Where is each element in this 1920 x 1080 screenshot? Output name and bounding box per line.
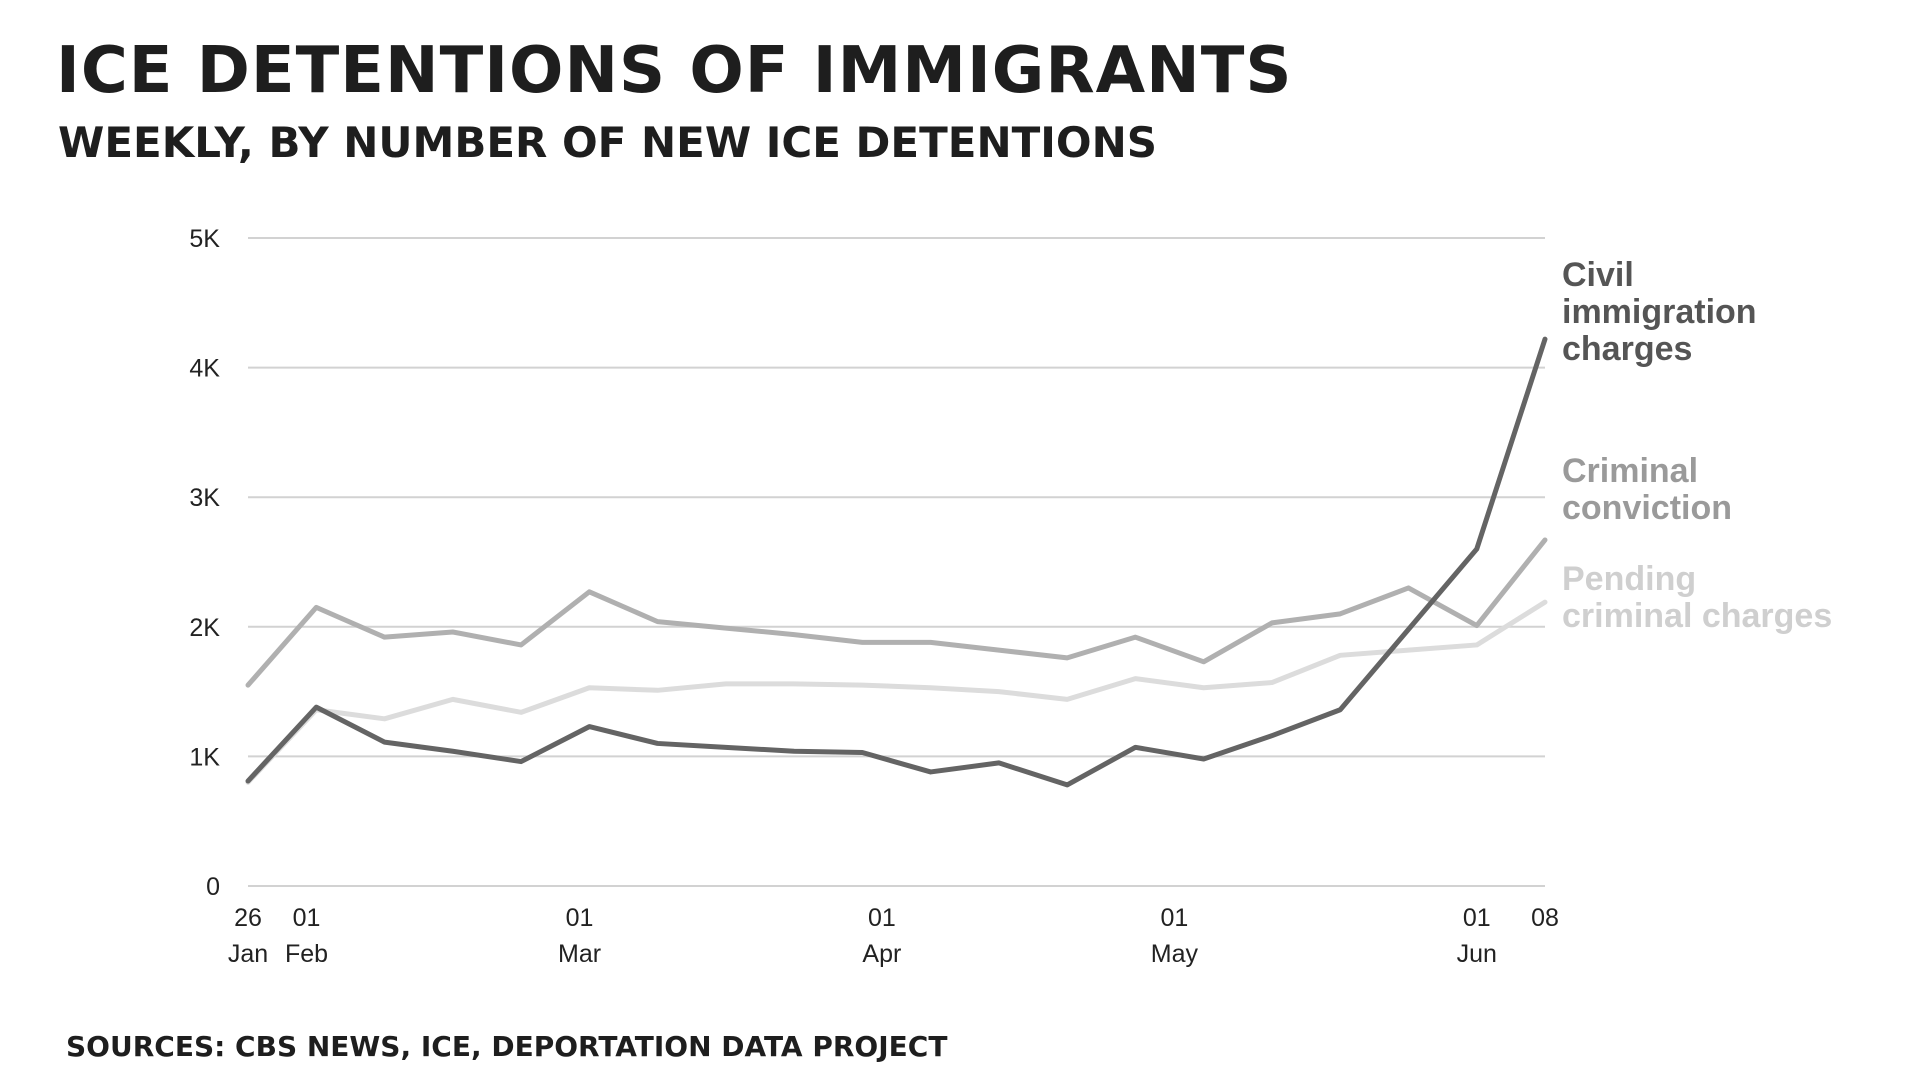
y-tick-label: 3K <box>189 484 220 512</box>
x-tick-month: Jan <box>228 940 268 968</box>
chart-subtitle: WEEKLY, BY NUMBER OF NEW ICE DETENTIONS <box>58 118 1157 167</box>
series-label: conviction <box>1562 489 1732 527</box>
series-label: Civil <box>1562 256 1634 294</box>
series-label: immigration <box>1562 293 1757 331</box>
source-note: SOURCES: CBS NEWS, ICE, DEPORTATION DATA… <box>66 1030 948 1063</box>
series-label: Pending <box>1562 560 1696 598</box>
x-tick-month: Feb <box>285 940 328 968</box>
series-label: charges <box>1562 330 1692 368</box>
gridlines <box>248 237 1545 887</box>
chart-title: ICE DETENTIONS OF IMMIGRANTS <box>56 34 1293 108</box>
x-tick-month: Jun <box>1457 940 1497 968</box>
series-label: Criminal <box>1562 452 1698 490</box>
x-tick-month: Mar <box>558 940 601 968</box>
x-tick-day: 08 <box>1531 904 1559 932</box>
y-tick-label: 4K <box>189 355 220 383</box>
x-tick-day: 01 <box>1161 904 1189 932</box>
series-line <box>245 537 1548 688</box>
series-line <box>245 599 1548 785</box>
x-tick-month: May <box>1151 940 1199 968</box>
x-tick-month: Apr <box>862 940 901 968</box>
series-label: criminal charges <box>1562 597 1832 635</box>
y-tick-label: 5K <box>189 225 220 253</box>
line-chart: 0 1K 2K 3K 4K 5K 26 Jan 01 Feb 01 Mar 01 Apr 01 May 01 J… <box>189 225 1832 968</box>
x-tick-day: 01 <box>1463 904 1491 932</box>
x-axis-ticks: 26 Jan 01 Feb 01 Mar 01 Apr 01 May 01 Jun 08 <box>228 904 1559 968</box>
y-axis-ticks: 0 1K 2K 3K 4K 5K <box>189 225 220 901</box>
series-lines <box>245 336 1548 788</box>
y-tick-label: 1K <box>189 743 220 771</box>
x-tick-day: 01 <box>293 904 321 932</box>
x-tick-day: 26 <box>234 904 262 932</box>
series-line <box>245 336 1548 788</box>
y-tick-label: 0 <box>206 873 220 901</box>
x-tick-day: 01 <box>868 904 896 932</box>
x-tick-day: 01 <box>566 904 594 932</box>
y-tick-label: 2K <box>189 614 220 642</box>
